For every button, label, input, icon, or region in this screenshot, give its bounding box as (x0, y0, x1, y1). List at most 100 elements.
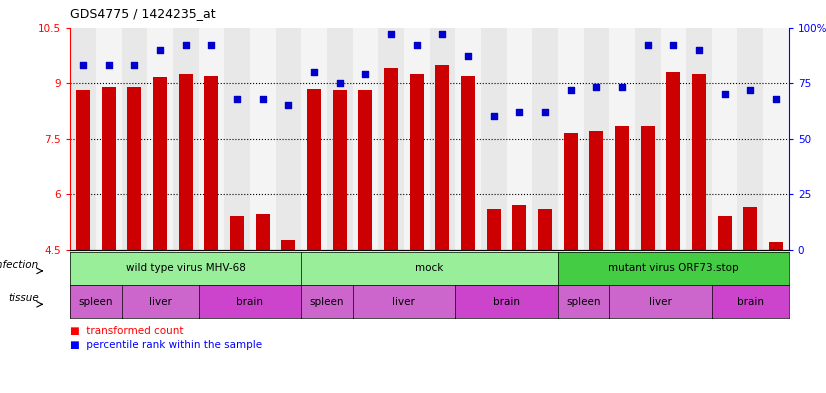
Text: brain: brain (236, 297, 263, 307)
Bar (353, 28, 378, 250)
Text: mock: mock (415, 263, 444, 273)
Bar (76, 90, 90, 250)
Bar (538, 209, 552, 250)
Point (256, 95, 269, 102)
Point (358, 71, 372, 77)
Bar (301, 28, 327, 250)
Bar (255, 215, 270, 250)
Text: liver: liver (649, 297, 672, 307)
Bar (404, 28, 430, 250)
Bar (738, 28, 763, 250)
Point (307, 69, 320, 75)
Bar (635, 28, 661, 250)
Bar (686, 28, 712, 250)
Bar (127, 87, 141, 250)
Bar (121, 28, 147, 250)
Bar (763, 28, 789, 250)
Bar (173, 28, 198, 250)
Bar (558, 28, 583, 250)
Point (462, 53, 475, 59)
Point (102, 62, 116, 68)
Point (641, 42, 654, 48)
Point (769, 95, 782, 102)
Point (384, 31, 397, 37)
Point (564, 86, 577, 93)
Point (230, 95, 244, 102)
Point (77, 62, 90, 68)
Point (718, 91, 731, 97)
Bar (307, 88, 321, 250)
Text: tissue: tissue (8, 293, 39, 303)
Bar (532, 28, 558, 250)
Bar (589, 131, 604, 250)
Bar (661, 28, 686, 250)
Bar (178, 74, 192, 250)
Bar (282, 240, 296, 250)
Bar (487, 209, 501, 250)
Text: ■  transformed count: ■ transformed count (70, 326, 183, 336)
Bar (435, 64, 449, 250)
Bar (667, 72, 681, 250)
Bar (481, 28, 506, 250)
Point (513, 109, 526, 115)
Text: GDS4775 / 1424235_at: GDS4775 / 1424235_at (70, 7, 216, 20)
Point (333, 80, 346, 86)
Bar (249, 28, 276, 250)
Bar (609, 28, 635, 250)
Text: brain: brain (493, 297, 520, 307)
Bar (358, 90, 373, 250)
Text: spleen: spleen (78, 297, 113, 307)
Point (282, 102, 295, 108)
Point (205, 42, 218, 48)
Bar (327, 28, 353, 250)
Text: ■  percentile rank within the sample: ■ percentile rank within the sample (70, 340, 263, 350)
Bar (461, 75, 475, 250)
Bar (455, 28, 481, 250)
Text: liver: liver (149, 297, 172, 307)
Text: infection: infection (0, 260, 39, 270)
Text: spleen: spleen (310, 297, 344, 307)
Bar (230, 216, 244, 250)
Bar (276, 28, 301, 250)
Bar (430, 28, 455, 250)
Bar (743, 207, 757, 250)
Bar (692, 74, 706, 250)
Bar (333, 90, 347, 250)
Text: liver: liver (392, 297, 415, 307)
Bar (769, 242, 783, 250)
Bar (615, 126, 629, 250)
Bar (583, 28, 609, 250)
Text: mutant virus ORF73.stop: mutant virus ORF73.stop (608, 263, 738, 273)
Bar (204, 75, 218, 250)
Point (539, 109, 552, 115)
Point (128, 62, 141, 68)
Bar (198, 28, 224, 250)
Bar (506, 28, 532, 250)
Text: spleen: spleen (567, 297, 601, 307)
Bar (718, 216, 732, 250)
Text: brain: brain (737, 297, 764, 307)
Point (667, 42, 680, 48)
Bar (641, 126, 655, 250)
Point (590, 84, 603, 91)
Bar (378, 28, 404, 250)
Bar (224, 28, 249, 250)
Bar (384, 68, 398, 250)
Text: wild type virus MHV-68: wild type virus MHV-68 (126, 263, 245, 273)
Point (179, 42, 192, 48)
Point (615, 84, 629, 91)
Point (436, 31, 449, 37)
Bar (563, 133, 577, 250)
Bar (153, 77, 167, 250)
Bar (512, 205, 526, 250)
Bar (96, 28, 121, 250)
Point (154, 47, 167, 53)
Point (743, 86, 757, 93)
Point (410, 42, 423, 48)
Bar (102, 87, 116, 250)
Point (487, 113, 501, 119)
Bar (410, 74, 424, 250)
Bar (712, 28, 738, 250)
Point (692, 47, 705, 53)
Bar (70, 28, 96, 250)
